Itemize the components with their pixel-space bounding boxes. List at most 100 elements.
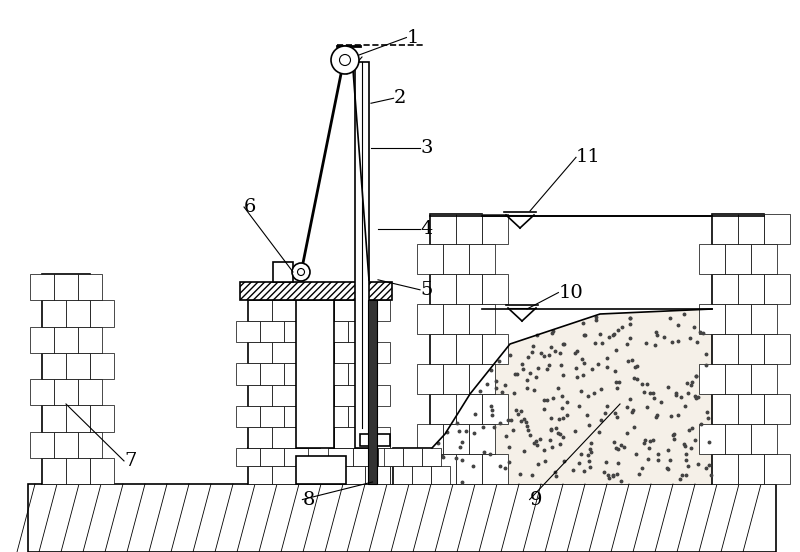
Bar	[248, 466, 272, 484]
Bar	[272, 427, 296, 448]
Bar	[320, 321, 348, 342]
Bar	[712, 214, 764, 484]
Bar	[751, 304, 777, 334]
Bar	[248, 427, 272, 448]
Bar	[725, 424, 751, 454]
Circle shape	[331, 46, 359, 74]
Bar	[430, 394, 456, 424]
Bar	[42, 458, 66, 484]
Bar	[456, 334, 482, 364]
Bar	[296, 385, 320, 406]
Bar	[699, 424, 725, 454]
Bar	[348, 363, 376, 385]
Bar	[320, 406, 348, 427]
Bar	[296, 300, 320, 321]
Bar	[443, 424, 469, 454]
Bar	[712, 214, 738, 244]
Bar	[417, 244, 443, 274]
Bar	[430, 274, 456, 304]
Bar	[348, 406, 376, 427]
Polygon shape	[432, 309, 712, 484]
Bar	[42, 405, 66, 432]
Bar	[296, 456, 346, 484]
Bar	[334, 427, 362, 448]
Bar	[30, 432, 54, 458]
Bar	[78, 432, 102, 458]
Bar	[284, 363, 308, 385]
Bar	[751, 424, 777, 454]
Text: 10: 10	[558, 284, 583, 301]
Bar	[712, 334, 738, 364]
Bar	[248, 300, 296, 448]
Bar	[764, 454, 790, 484]
Bar	[296, 466, 320, 484]
Bar	[368, 300, 377, 484]
Bar	[334, 300, 362, 321]
Bar	[699, 244, 725, 274]
Text: 5: 5	[420, 281, 432, 299]
Bar	[248, 448, 296, 484]
Bar	[417, 424, 443, 454]
Bar	[78, 326, 102, 353]
Bar	[66, 300, 90, 326]
Bar	[469, 244, 495, 274]
Bar	[296, 300, 334, 448]
Bar	[443, 304, 469, 334]
Bar	[272, 300, 296, 321]
Bar	[764, 334, 790, 364]
Bar	[430, 334, 456, 364]
Bar	[353, 448, 378, 466]
Bar	[260, 321, 284, 342]
Bar	[284, 406, 308, 427]
Bar	[362, 342, 390, 363]
Bar	[738, 334, 764, 364]
Bar	[90, 300, 114, 326]
Bar	[738, 454, 764, 484]
Bar	[42, 353, 66, 379]
Text: 7: 7	[124, 452, 136, 470]
Bar	[66, 405, 90, 432]
Bar	[272, 466, 296, 484]
Circle shape	[292, 263, 310, 281]
Bar	[738, 274, 764, 304]
Bar	[334, 342, 362, 363]
Text: 2: 2	[394, 89, 406, 107]
Bar	[456, 214, 482, 244]
Bar	[248, 342, 272, 363]
Bar	[78, 379, 102, 405]
Bar	[712, 274, 738, 304]
Bar	[90, 458, 114, 484]
Bar	[54, 432, 78, 458]
Bar	[469, 304, 495, 334]
Bar	[699, 304, 725, 334]
Bar	[482, 334, 508, 364]
Bar	[248, 385, 272, 406]
Text: 6: 6	[244, 198, 256, 216]
Bar	[712, 394, 738, 424]
Bar	[66, 458, 90, 484]
Bar	[751, 364, 777, 394]
Bar	[443, 364, 469, 394]
Bar	[431, 466, 450, 484]
Bar	[430, 214, 456, 244]
Bar	[340, 448, 390, 484]
Text: 3: 3	[420, 139, 433, 157]
Bar	[236, 406, 260, 427]
Bar	[340, 466, 365, 484]
Bar	[469, 364, 495, 394]
Bar	[327, 448, 353, 466]
Bar	[430, 214, 482, 484]
Bar	[355, 62, 369, 448]
Bar	[284, 321, 308, 342]
Bar	[378, 448, 402, 466]
Bar	[443, 244, 469, 274]
Text: 8: 8	[302, 491, 314, 508]
Bar	[90, 353, 114, 379]
Bar	[390, 466, 415, 484]
Bar	[393, 448, 431, 484]
Bar	[260, 363, 284, 385]
Bar	[764, 214, 790, 244]
Bar	[764, 394, 790, 424]
Bar	[430, 454, 456, 484]
Bar	[30, 326, 54, 353]
